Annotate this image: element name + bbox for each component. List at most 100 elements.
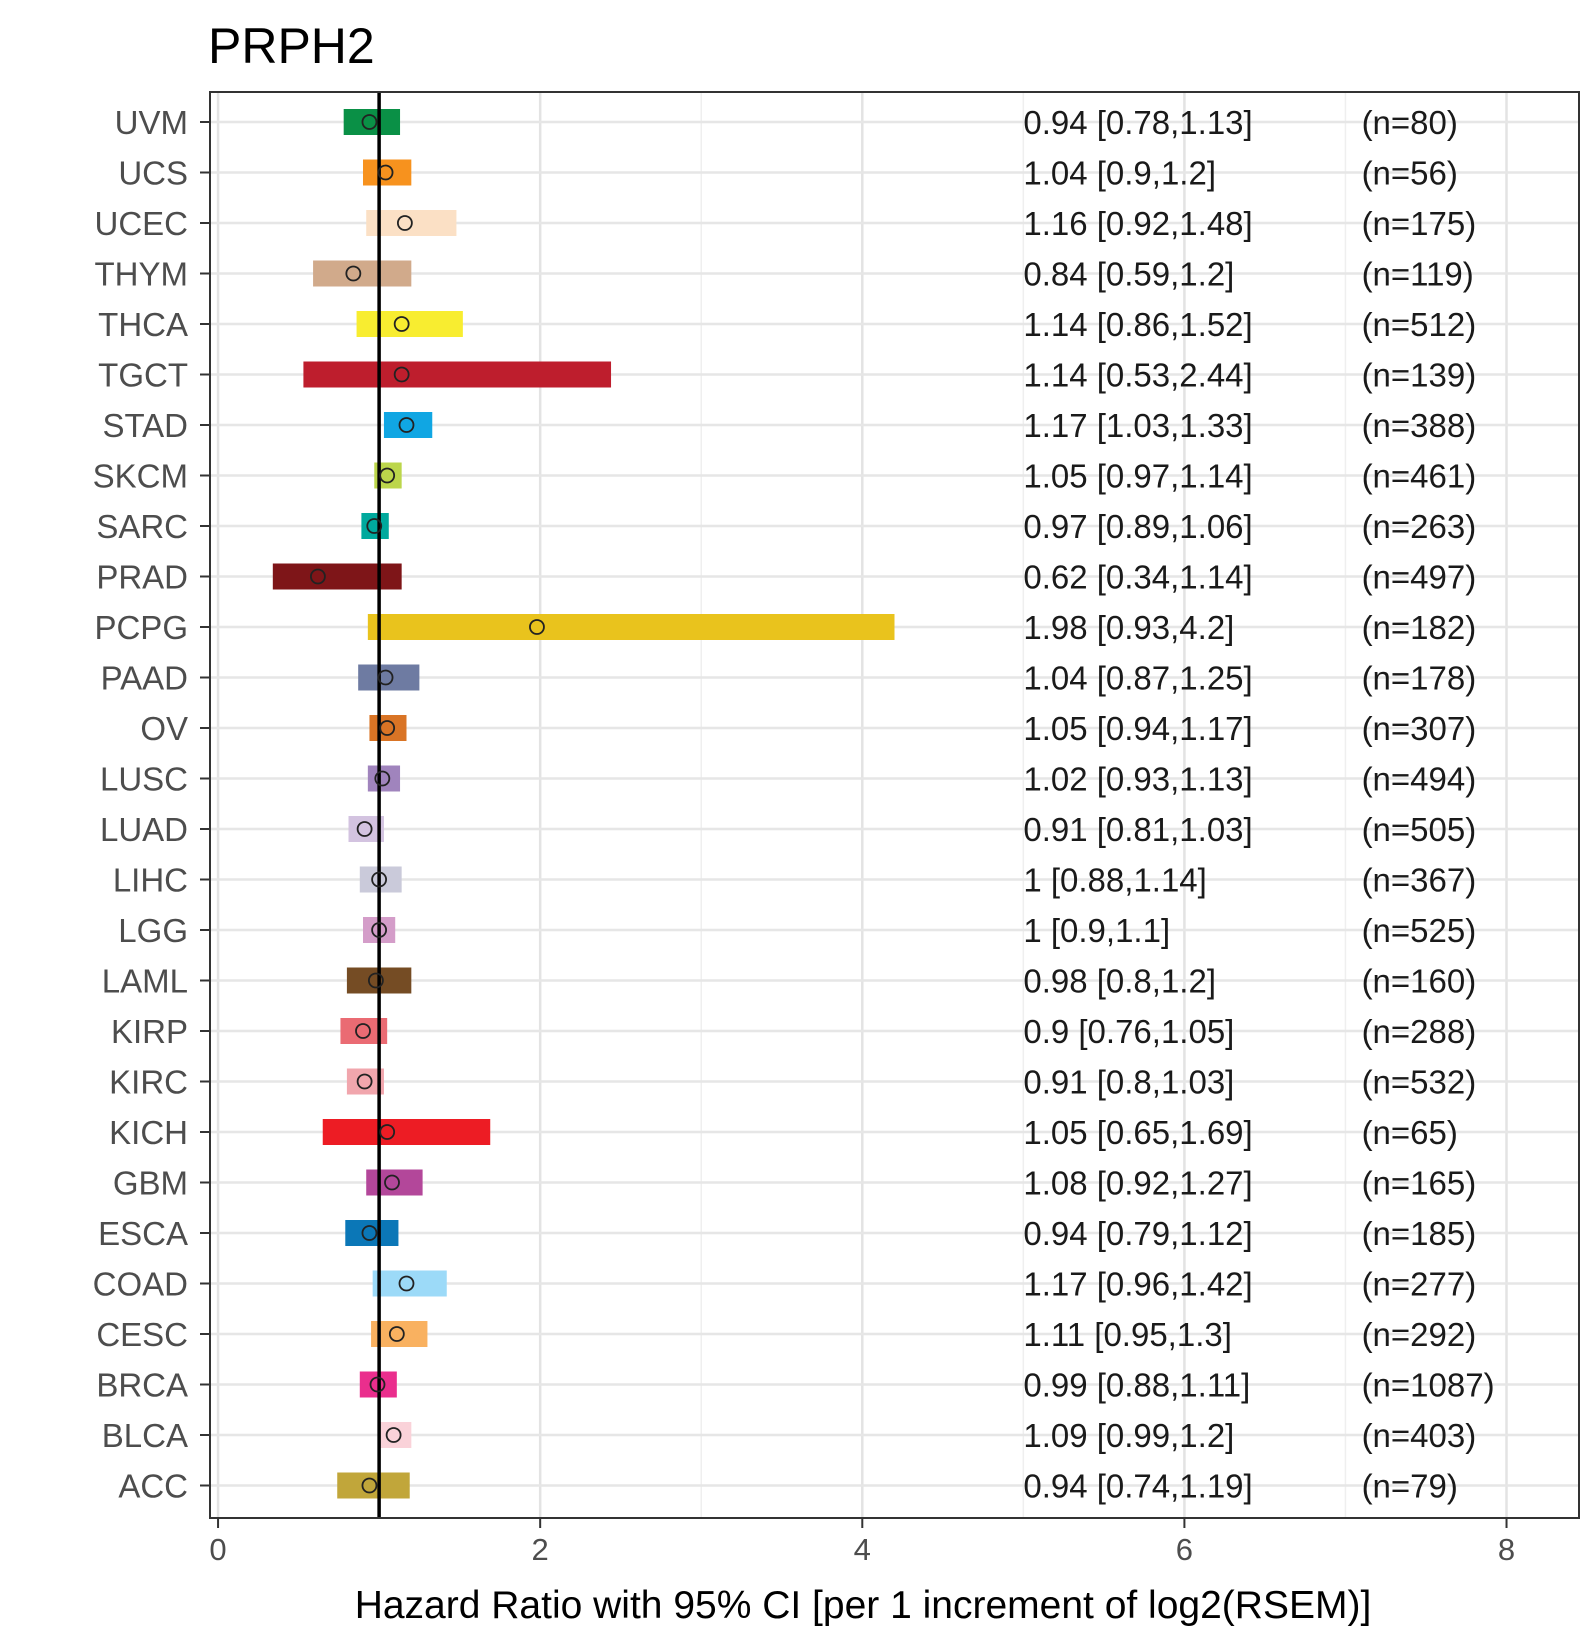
- hr-ci-text-kirp: 0.9 [0.76,1.05]: [1023, 1013, 1234, 1050]
- ci-bar-thym: [313, 260, 412, 287]
- y-label-lgg: LGG: [118, 912, 188, 949]
- n-text-luad: (n=505): [1362, 811, 1477, 848]
- n-text-esca: (n=185): [1362, 1215, 1477, 1252]
- hr-ci-text-kirc: 0.91 [0.8,1.03]: [1023, 1064, 1234, 1101]
- hr-point-esca: [361, 1225, 378, 1241]
- ci-bar-ucs: [363, 159, 412, 186]
- hr-point-sarc: [366, 518, 383, 534]
- n-text-coad: (n=277): [1362, 1266, 1477, 1303]
- y-label-stad: STAD: [102, 407, 188, 444]
- y-label-ov: OV: [140, 710, 188, 747]
- plot-border: [209, 91, 1580, 1519]
- hr-point-skcm: [379, 467, 396, 484]
- hr-ci-text-skcm: 1.05 [0.97,1.14]: [1023, 458, 1252, 495]
- hr-point-ucs: [377, 164, 394, 181]
- n-text-thym: (n=119): [1362, 256, 1474, 293]
- ci-bar-acc: [337, 1472, 410, 1499]
- hr-ci-text-uvm: 0.94 [0.78,1.13]: [1023, 104, 1252, 141]
- hr-points: [310, 114, 545, 1494]
- y-label-skcm: SKCM: [93, 458, 188, 495]
- hr-point-kirc: [356, 1073, 373, 1090]
- hr-annotations: 0.94 [0.78,1.13] (n=80) 1.04 [0.9,1.2] (n=5…: [1023, 104, 1494, 1505]
- ci-bar-thca: [356, 311, 463, 337]
- hr-ci-text-lusc: 1.02 [0.93,1.13]: [1023, 761, 1252, 798]
- n-text-kich: (n=65): [1362, 1114, 1458, 1151]
- ci-bar-paad: [358, 664, 420, 691]
- hr-ci-text-prad: 0.62 [0.34,1.14]: [1023, 559, 1252, 596]
- x-axis: 0 2 4 6 8: [209, 1518, 1515, 1567]
- ci-bar-stad: [383, 412, 433, 438]
- y-label-tgct: TGCT: [98, 357, 188, 394]
- y-label-coad: COAD: [93, 1266, 188, 1303]
- y-label-prad: PRAD: [96, 559, 188, 596]
- hr-point-lusc: [374, 770, 391, 787]
- y-label-sarc: SARC: [96, 508, 188, 545]
- hr-point-stad: [398, 417, 415, 433]
- ci-bar-tgct: [303, 361, 612, 388]
- hr-ci-text-stad: 1.17 [1.03,1.33]: [1023, 407, 1252, 444]
- n-text-kirp: (n=288): [1362, 1013, 1477, 1050]
- n-text-lusc: (n=494): [1362, 761, 1477, 798]
- y-label-kich: KICH: [109, 1114, 188, 1151]
- hr-ci-text-brca: 0.99 [0.88,1.11]: [1023, 1367, 1250, 1404]
- hr-ci-text-pcpg: 1.98 [0.93,4.2]: [1023, 609, 1234, 646]
- grid-lines: [210, 92, 1579, 1518]
- hr-ci-text-gbm: 1.08 [0.92,1.27]: [1023, 1165, 1252, 1202]
- ci-bar-esca: [345, 1220, 399, 1246]
- hr-point-kich: [379, 1124, 396, 1140]
- hr-ci-text-acc: 0.94 [0.74,1.19]: [1023, 1468, 1252, 1505]
- n-text-gbm: (n=165): [1362, 1165, 1477, 1202]
- hr-ci-text-coad: 1.17 [0.96,1.42]: [1023, 1266, 1252, 1303]
- hr-point-kirp: [355, 1023, 371, 1039]
- hr-ci-text-lgg: 1 [0.9,1.1]: [1023, 912, 1170, 949]
- n-text-ucs: (n=56): [1362, 155, 1458, 192]
- ci-bar-ov: [369, 715, 407, 741]
- hr-point-laml: [367, 972, 384, 989]
- hr-ci-text-luad: 0.91 [0.81,1.03]: [1023, 811, 1252, 848]
- hr-point-ucec: [396, 215, 413, 231]
- ci-bar-coad: [372, 1270, 447, 1297]
- hr-ci-text-sarc: 0.97 [0.89,1.06]: [1023, 508, 1252, 545]
- x-tick-label: 2: [532, 1532, 549, 1567]
- hr-ci-text-cesc: 1.11 [0.95,1.3]: [1023, 1316, 1232, 1353]
- hr-point-cesc: [388, 1326, 405, 1342]
- x-tick-label: 8: [1498, 1532, 1515, 1567]
- y-label-ucec: UCEC: [94, 205, 188, 242]
- n-text-lgg: (n=525): [1362, 912, 1477, 949]
- ci-bar-uvm: [343, 109, 401, 135]
- y-label-ucs: UCS: [118, 155, 188, 192]
- hr-point-gbm: [384, 1174, 400, 1191]
- hr-ci-text-ucs: 1.04 [0.9,1.2]: [1023, 155, 1216, 192]
- y-label-thym: THYM: [95, 256, 189, 293]
- x-tick-label: 6: [1176, 1532, 1193, 1567]
- chart-title: PRPH2: [208, 18, 375, 74]
- hr-point-brca: [369, 1376, 386, 1393]
- hr-point-pcpg: [529, 619, 545, 635]
- y-label-uvm: UVM: [115, 104, 188, 141]
- n-text-sarc: (n=263): [1362, 508, 1477, 545]
- y-label-laml: LAML: [102, 963, 188, 1000]
- ci-bars: [272, 109, 895, 1499]
- hr-ci-text-laml: 0.98 [0.8,1.2]: [1023, 963, 1216, 1000]
- n-text-lihc: (n=367): [1362, 862, 1477, 899]
- n-text-brca: (n=1087): [1362, 1367, 1495, 1404]
- y-label-esca: ESCA: [98, 1215, 188, 1252]
- hr-point-lgg: [371, 922, 388, 938]
- ci-bar-prad: [272, 563, 402, 590]
- ci-bar-pcpg: [367, 614, 895, 640]
- hr-ci-text-kich: 1.05 [0.65,1.69]: [1023, 1114, 1252, 1151]
- hr-point-tgct: [393, 366, 410, 383]
- hr-point-coad: [398, 1275, 415, 1292]
- y-label-paad: PAAD: [101, 660, 188, 697]
- y-label-gbm: GBM: [113, 1165, 188, 1202]
- y-label-kirc: KIRC: [109, 1064, 188, 1101]
- ci-bar-lusc: [367, 765, 401, 792]
- n-text-laml: (n=160): [1362, 963, 1477, 1000]
- x-tick-label: 0: [209, 1532, 226, 1567]
- n-text-uvm: (n=80): [1362, 104, 1458, 141]
- hr-ci-text-tgct: 1.14 [0.53,2.44]: [1023, 357, 1252, 394]
- hr-point-lihc: [371, 871, 388, 888]
- y-label-luad: LUAD: [100, 811, 188, 848]
- y-label-lihc: LIHC: [113, 862, 188, 899]
